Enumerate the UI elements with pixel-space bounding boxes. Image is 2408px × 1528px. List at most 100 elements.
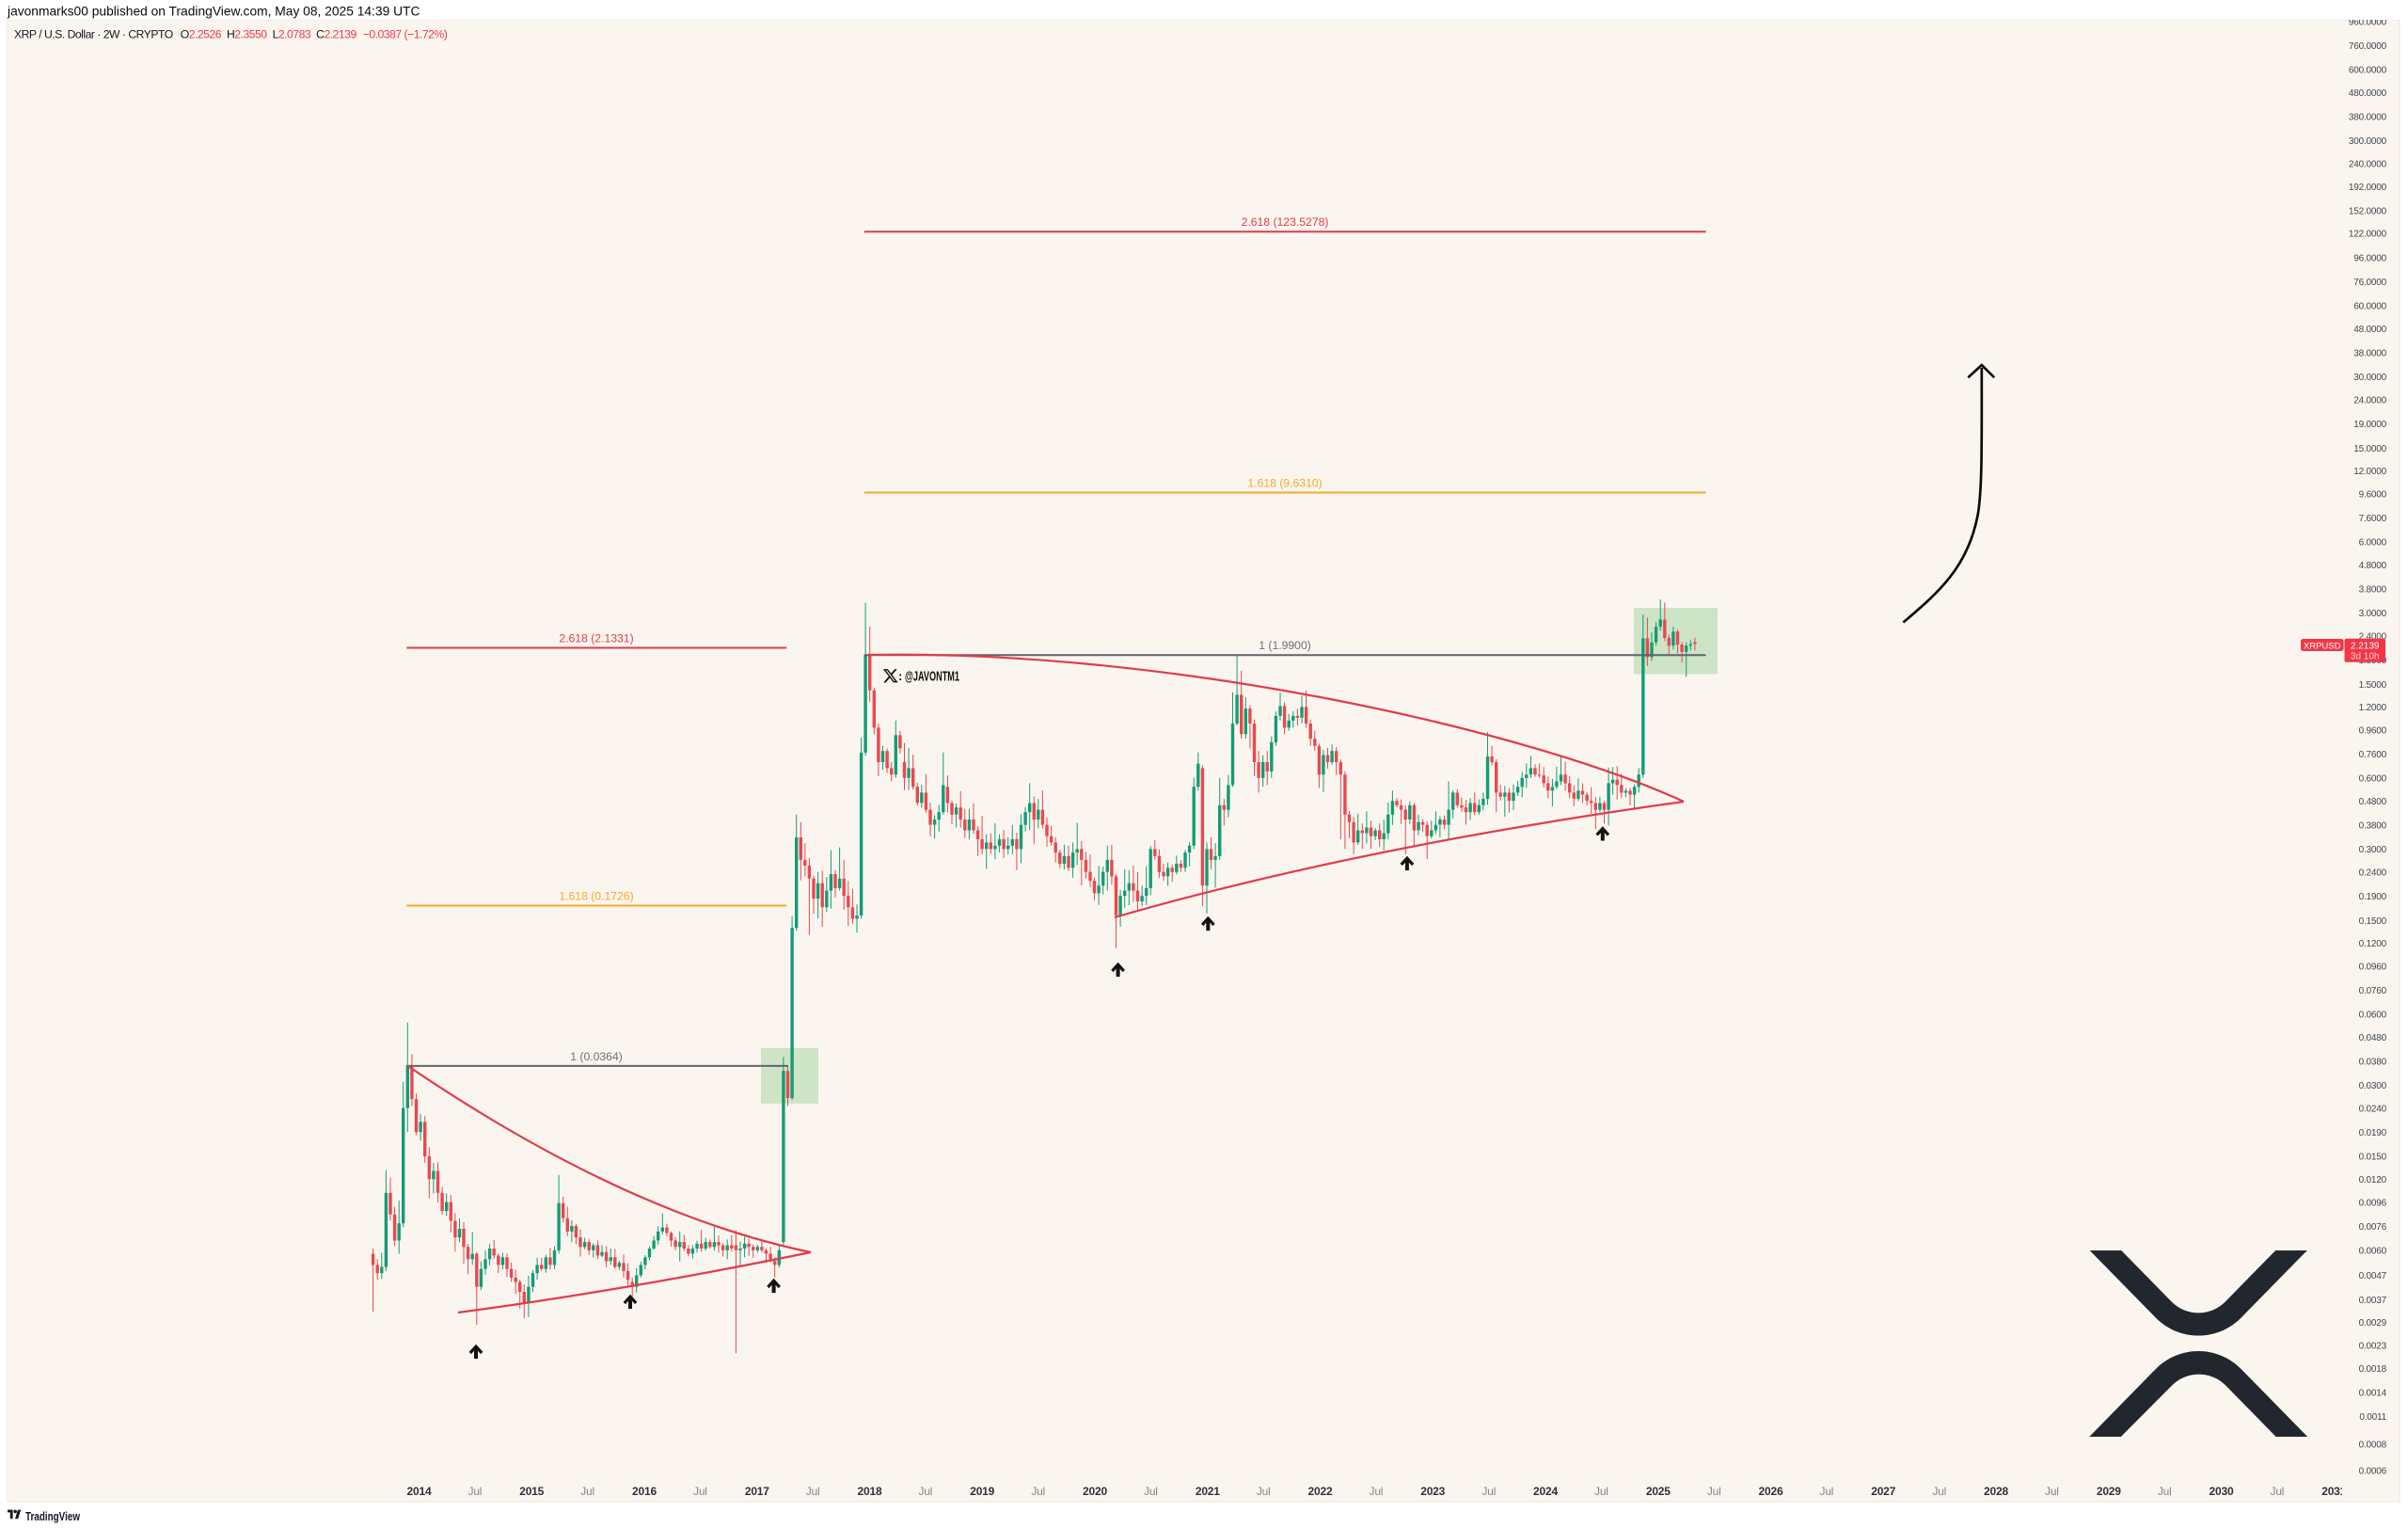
- svg-text:1.618 (9.6310): 1.618 (9.6310): [1247, 477, 1322, 490]
- svg-text:0.0190: 0.0190: [2359, 1128, 2387, 1138]
- svg-text:600.0000: 600.0000: [2349, 66, 2387, 76]
- svg-text:3.8000: 3.8000: [2359, 584, 2387, 595]
- svg-text:Jul: Jul: [806, 1485, 820, 1498]
- svg-text:1 (1.9900): 1 (1.9900): [1259, 639, 1311, 652]
- svg-text:152.0000: 152.0000: [2349, 206, 2387, 216]
- svg-text:122.0000: 122.0000: [2349, 229, 2387, 239]
- svg-text:2026: 2026: [1759, 1485, 1783, 1498]
- svg-text:0.1900: 0.1900: [2359, 892, 2387, 902]
- svg-text:0.0600: 0.0600: [2359, 1011, 2387, 1021]
- svg-text:760.0000: 760.0000: [2349, 41, 2387, 52]
- svg-text:2014: 2014: [407, 1485, 432, 1498]
- svg-text:0.0029: 0.0029: [2359, 1318, 2387, 1329]
- svg-text:TradingView: TradingView: [25, 1510, 80, 1523]
- svg-text:Jul: Jul: [1594, 1485, 1608, 1498]
- svg-text:6.0000: 6.0000: [2359, 538, 2387, 549]
- svg-text:XRP / U.S. Dollar · 2W · CRYPT: XRP / U.S. Dollar · 2W · CRYPTO O2.2526 H2…: [14, 28, 448, 41]
- svg-text:XRPUSD: XRPUSD: [2304, 641, 2341, 651]
- svg-text:30.0000: 30.0000: [2353, 373, 2386, 383]
- svg-text:Jul: Jul: [2271, 1485, 2285, 1498]
- svg-text:192.0000: 192.0000: [2349, 183, 2387, 193]
- svg-text:0.0150: 0.0150: [2359, 1153, 2387, 1163]
- svg-text:0.0300: 0.0300: [2359, 1081, 2387, 1091]
- svg-text:0.1200: 0.1200: [2359, 939, 2387, 949]
- svg-text:Jul: Jul: [693, 1485, 707, 1498]
- svg-text:380.0000: 380.0000: [2349, 112, 2387, 122]
- svg-text:0.0240: 0.0240: [2359, 1105, 2387, 1115]
- svg-text:2022: 2022: [1308, 1485, 1333, 1498]
- svg-text:0.0011: 0.0011: [2359, 1412, 2386, 1423]
- svg-text:0.0960: 0.0960: [2359, 962, 2387, 972]
- svg-text:2.2139: 2.2139: [2351, 642, 2380, 652]
- svg-text:Jul: Jul: [1820, 1485, 1834, 1498]
- svg-text:24.0000: 24.0000: [2353, 396, 2386, 406]
- svg-text:2025: 2025: [1646, 1485, 1671, 1498]
- svg-text:7.6000: 7.6000: [2359, 514, 2387, 524]
- svg-text:0.3000: 0.3000: [2359, 845, 2387, 855]
- svg-text:960.0000: 960.0000: [2349, 17, 2387, 27]
- svg-text::: :: [898, 669, 902, 683]
- svg-text:Jul: Jul: [1144, 1485, 1158, 1498]
- svg-text:480.0000: 480.0000: [2349, 88, 2387, 99]
- svg-text:19.0000: 19.0000: [2353, 420, 2386, 430]
- svg-text:0.0023: 0.0023: [2359, 1341, 2387, 1351]
- svg-text:2021: 2021: [1196, 1485, 1220, 1498]
- svg-text:2030: 2030: [2210, 1485, 2234, 1498]
- svg-text:@JAVONTM1: @JAVONTM1: [905, 670, 959, 685]
- svg-text:12.0000: 12.0000: [2353, 467, 2386, 477]
- svg-text:2.618 (123.5278): 2.618 (123.5278): [1242, 215, 1329, 229]
- svg-text:60.0000: 60.0000: [2353, 302, 2386, 312]
- svg-text:2027: 2027: [1871, 1485, 1895, 1498]
- svg-text:1.5000: 1.5000: [2359, 680, 2387, 691]
- svg-text:0.0018: 0.0018: [2359, 1364, 2387, 1375]
- svg-text:2028: 2028: [1984, 1485, 2008, 1498]
- svg-text:2023: 2023: [1420, 1485, 1445, 1498]
- svg-text:Jul: Jul: [580, 1485, 594, 1498]
- svg-text:0.0380: 0.0380: [2359, 1057, 2387, 1067]
- svg-text:Jul: Jul: [1707, 1485, 1721, 1498]
- svg-text:96.0000: 96.0000: [2353, 253, 2386, 263]
- svg-text:0.1500: 0.1500: [2359, 916, 2387, 927]
- svg-text:9.6000: 9.6000: [2359, 489, 2387, 500]
- svg-text:2016: 2016: [632, 1485, 657, 1498]
- svg-text:76.0000: 76.0000: [2353, 278, 2386, 288]
- svg-text:Jul: Jul: [2158, 1485, 2172, 1498]
- svg-text:1.618 (0.1726): 1.618 (0.1726): [559, 890, 633, 903]
- svg-text:1 (0.0364): 1 (0.0364): [570, 1050, 623, 1063]
- svg-text:0.6000: 0.6000: [2359, 774, 2387, 785]
- svg-text:0.2400: 0.2400: [2359, 868, 2387, 879]
- svg-text:0.9600: 0.9600: [2359, 725, 2387, 736]
- svg-text:0.0096: 0.0096: [2359, 1198, 2387, 1208]
- svg-text:0.3800: 0.3800: [2359, 820, 2387, 831]
- svg-text:4.8000: 4.8000: [2359, 561, 2387, 571]
- svg-text:48.0000: 48.0000: [2353, 325, 2386, 335]
- svg-text:3.0000: 3.0000: [2359, 609, 2387, 619]
- svg-text:2024: 2024: [1533, 1485, 1558, 1498]
- svg-text:0.0060: 0.0060: [2359, 1247, 2387, 1257]
- svg-text:javonmarks00 published on Trad: javonmarks00 published on TradingView.co…: [7, 5, 420, 19]
- svg-text:15.0000: 15.0000: [2353, 444, 2386, 454]
- svg-text:Jul: Jul: [2045, 1485, 2059, 1498]
- svg-text:2020: 2020: [1083, 1485, 1107, 1498]
- svg-text:2029: 2029: [2097, 1485, 2121, 1498]
- svg-text:0.0120: 0.0120: [2359, 1175, 2387, 1186]
- svg-text:Jul: Jul: [468, 1485, 483, 1498]
- svg-text:Jul: Jul: [1370, 1485, 1384, 1498]
- svg-text:2018: 2018: [858, 1485, 882, 1498]
- svg-text:0.7600: 0.7600: [2359, 750, 2387, 760]
- svg-text:38.0000: 38.0000: [2353, 348, 2386, 358]
- svg-text:0.0480: 0.0480: [2359, 1033, 2387, 1043]
- svg-text:2031: 2031: [2321, 1485, 2346, 1498]
- svg-text:Jul: Jul: [1031, 1485, 1045, 1498]
- svg-text:0.0047: 0.0047: [2359, 1271, 2387, 1281]
- svg-text:240.0000: 240.0000: [2349, 160, 2387, 170]
- svg-text:2017: 2017: [745, 1485, 769, 1498]
- svg-text:Jul: Jul: [1257, 1485, 1271, 1498]
- svg-text:1.2000: 1.2000: [2359, 703, 2387, 713]
- svg-text:2.4000: 2.4000: [2359, 632, 2387, 643]
- svg-text:0.0014: 0.0014: [2359, 1389, 2387, 1399]
- svg-text:Jul: Jul: [919, 1485, 933, 1498]
- svg-text:2019: 2019: [970, 1485, 994, 1498]
- svg-text:3d 10h: 3d 10h: [2351, 652, 2380, 662]
- svg-text:2015: 2015: [519, 1485, 544, 1498]
